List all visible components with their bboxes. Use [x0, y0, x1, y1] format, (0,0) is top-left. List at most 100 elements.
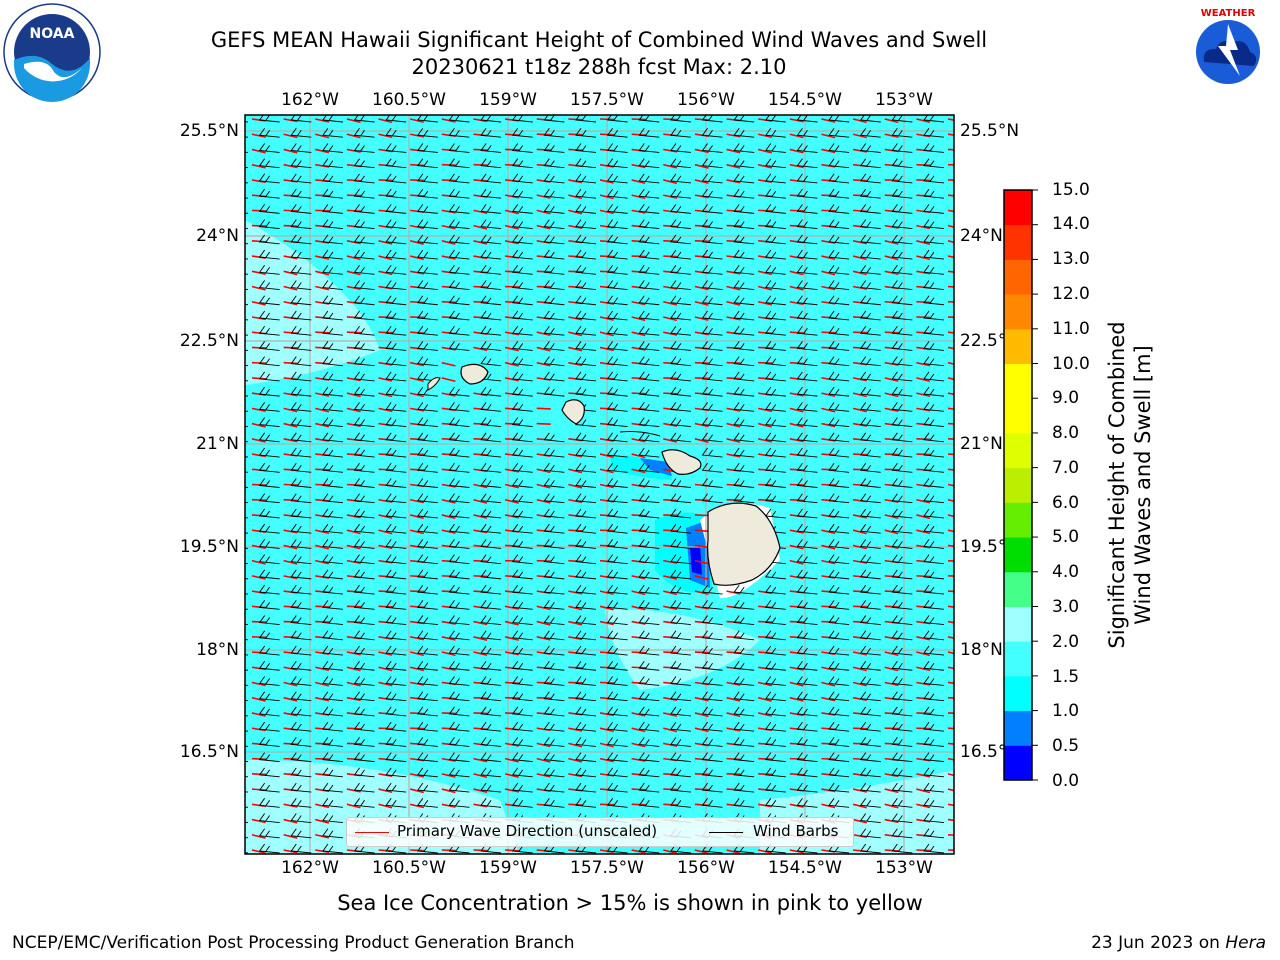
wind-barb	[480, 691, 502, 702]
wind-barb	[353, 386, 375, 397]
wave-direction-arrow	[694, 514, 709, 517]
wave-direction-arrow	[947, 605, 954, 608]
wave-direction-arrow	[409, 240, 424, 245]
wave-direction-arrow	[726, 438, 741, 443]
wind-barb	[511, 341, 533, 351]
wave-direction-arrow	[505, 438, 520, 441]
wave-direction-arrow	[378, 361, 393, 366]
wind-barb	[543, 173, 565, 184]
wind-barb	[606, 676, 628, 686]
wind-barb	[923, 523, 945, 534]
wind-barb	[606, 706, 628, 717]
wind-barb	[575, 600, 597, 610]
wave-direction-arrow	[504, 757, 519, 763]
wave-direction-arrow	[568, 620, 583, 626]
wind-barb	[701, 798, 723, 808]
wind-barb	[448, 143, 470, 153]
wind-barb	[765, 752, 786, 763]
wind-barb	[859, 615, 881, 626]
wind-barb	[258, 767, 280, 778]
wind-barb	[828, 432, 850, 443]
wind-barb	[670, 493, 691, 504]
wind-barb	[385, 234, 407, 245]
wave-direction-arrow	[726, 483, 741, 487]
wave-direction-arrow	[884, 727, 899, 730]
wave-direction-arrow	[663, 529, 678, 532]
wind-barb	[670, 676, 691, 686]
wave-direction-arrow	[378, 316, 393, 319]
wave-direction-arrow	[916, 742, 931, 746]
wave-direction-arrow	[821, 529, 836, 535]
wind-barb	[923, 798, 945, 808]
wind-barb	[859, 447, 881, 458]
wind-barb	[670, 249, 691, 260]
wave-direction-arrow	[283, 407, 298, 413]
wind-barb	[511, 508, 533, 519]
wind-barb	[606, 782, 628, 793]
wind-barb	[923, 143, 945, 153]
wave-direction-arrow	[473, 453, 488, 456]
wave-direction-arrow	[441, 498, 456, 504]
wind-barb	[385, 158, 407, 169]
colorbar-label: 1.0	[1052, 701, 1080, 721]
wind-barb	[417, 127, 438, 138]
wind-barb	[606, 584, 628, 595]
wind-barb	[322, 767, 343, 778]
wave-direction-arrow	[821, 392, 836, 398]
wind-barb	[480, 463, 502, 473]
wind-barb	[385, 325, 407, 336]
wave-direction-arrow	[504, 209, 519, 215]
wind-barb	[638, 691, 660, 702]
wind-barb	[353, 295, 375, 306]
wave-direction-arrow	[568, 559, 583, 563]
wave-direction-arrow	[251, 422, 266, 428]
wave-direction-arrow	[599, 316, 614, 321]
wave-direction-arrow	[631, 331, 646, 337]
wind-barb	[828, 341, 850, 351]
wave-direction-arrow	[473, 163, 488, 167]
wave-direction-arrow	[631, 438, 646, 443]
wind-barb	[891, 386, 913, 397]
wind-barb	[828, 569, 850, 580]
wave-direction-arrow	[283, 163, 298, 169]
wind-barb	[417, 478, 438, 488]
wave-direction-arrow	[884, 666, 899, 672]
wave-direction-arrow	[536, 757, 551, 763]
wave-direction-arrow	[631, 575, 646, 580]
wave-direction-arrow	[726, 270, 741, 275]
wave-direction-arrow	[315, 407, 330, 413]
wind-barb	[448, 508, 470, 519]
wind-barb	[670, 143, 691, 153]
wind-barb	[353, 645, 375, 656]
wave-direction-arrow	[504, 636, 519, 641]
wave-direction-arrow	[853, 727, 868, 730]
wind-barb	[733, 341, 755, 351]
wind-barb	[606, 554, 628, 565]
wave-direction-arrow	[884, 179, 899, 182]
wind-barb	[796, 676, 818, 686]
wind-barb	[258, 280, 280, 290]
wave-direction-arrow	[853, 316, 868, 319]
wave-direction-arrow	[251, 818, 266, 824]
wind-barb	[891, 173, 913, 184]
wind-barb	[575, 310, 597, 321]
wind-barb	[891, 584, 913, 595]
wind-barb	[322, 798, 343, 808]
wave-direction-arrow	[568, 346, 583, 352]
wind-barb	[796, 402, 818, 412]
wind-barb	[511, 356, 533, 367]
colorbar-label: 1.5	[1052, 667, 1080, 687]
wind-barb	[385, 295, 407, 306]
wind-barb	[385, 219, 407, 230]
wave-direction-arrow	[378, 194, 393, 197]
wind-barb	[923, 782, 945, 793]
wave-direction-arrow	[947, 316, 954, 319]
wind-barb	[891, 645, 913, 656]
wave-direction-arrow	[599, 620, 614, 626]
wave-direction-arrow	[852, 377, 867, 382]
wave-direction-arrow	[916, 773, 931, 778]
wind-barb	[701, 127, 723, 138]
wind-barb	[511, 523, 533, 534]
wave-direction-arrow	[726, 163, 741, 169]
wind-barb	[575, 798, 597, 808]
